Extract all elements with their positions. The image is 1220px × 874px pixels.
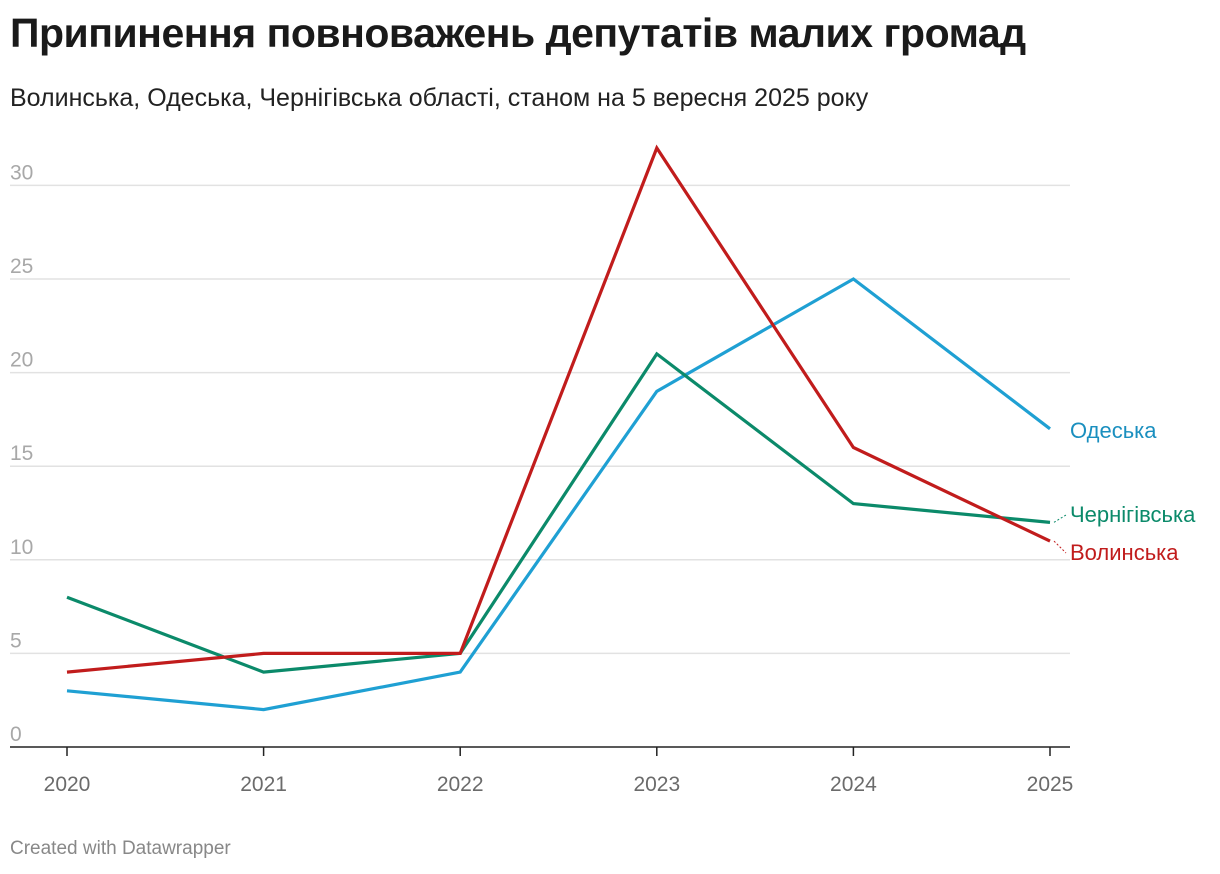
y-tick-label-30: 30 bbox=[10, 161, 33, 184]
footer-credit: Created with Datawrapper bbox=[10, 838, 231, 859]
y-tick-label-25: 25 bbox=[10, 255, 33, 278]
x-tick-label-2024: 2024 bbox=[830, 773, 877, 796]
y-tick-label-15: 15 bbox=[10, 442, 33, 465]
x-tick-label-2023: 2023 bbox=[633, 773, 680, 796]
series-label-leader-2 bbox=[1053, 514, 1067, 523]
series-label-3: Волинська bbox=[1070, 540, 1179, 565]
y-tick-label-20: 20 bbox=[10, 349, 33, 372]
series-line-2 bbox=[66, 351, 1051, 674]
series-label-leader-3 bbox=[1053, 540, 1067, 554]
grid-lines bbox=[10, 184, 1070, 655]
chart-subtitle: Волинська, Одеська, Чернігівська області… bbox=[10, 84, 869, 112]
series-label-2: Чернігівська bbox=[1070, 502, 1196, 527]
x-tick-label-2021: 2021 bbox=[240, 773, 287, 796]
series-labels: Одеська Чернігівська Волинська bbox=[1053, 418, 1196, 565]
series-line-1 bbox=[66, 277, 1051, 712]
x-tick-label-2025: 2025 bbox=[1027, 773, 1074, 796]
y-axis-tick-labels: 0 5 10 15 20 25 30 bbox=[10, 161, 33, 746]
x-tick-label-2020: 2020 bbox=[44, 773, 91, 796]
x-axis: 2020 2021 2022 2023 2024 2025 bbox=[10, 746, 1074, 796]
y-tick-label-10: 10 bbox=[10, 536, 33, 559]
y-tick-label-5: 5 bbox=[10, 629, 22, 652]
series-label-1: Одеська bbox=[1070, 418, 1157, 443]
y-tick-label-0: 0 bbox=[10, 723, 22, 746]
series-lines bbox=[66, 144, 1051, 712]
chart-title: Припинення повноважень депутатів малих г… bbox=[10, 10, 1026, 56]
series-line-3 bbox=[66, 144, 1051, 674]
x-tick-label-2022: 2022 bbox=[437, 773, 484, 796]
